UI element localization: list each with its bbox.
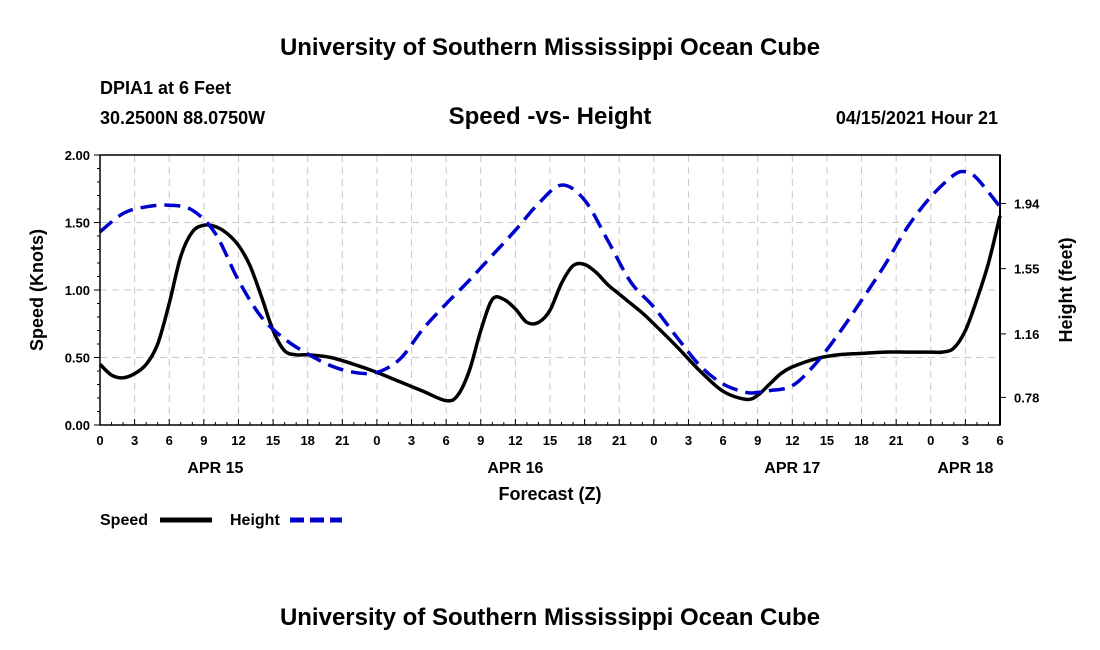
x-tick-label: 21: [335, 433, 349, 448]
legend-height-label: Height: [230, 512, 280, 529]
y2-tick-label: 1.94: [1014, 196, 1040, 211]
x-tick-label: 3: [131, 433, 138, 448]
series-layer: [98, 169, 1002, 403]
station-label: DPIA1 at 6 Feet: [100, 78, 231, 98]
legend-speed-label: Speed: [100, 512, 148, 529]
x-tick-label: 6: [166, 433, 173, 448]
x-date-label: APR 18: [937, 460, 993, 477]
x-tick-label: 0: [927, 433, 934, 448]
x-tick-label: 3: [685, 433, 692, 448]
x-tick-label: 15: [543, 433, 557, 448]
chart-title: Speed -vs- Height: [449, 103, 652, 130]
x-tick-label: 3: [962, 433, 969, 448]
axis-ticks: 0 3 6 9 12 15 18 21 0 3 6 9 12 15 18 21 0 3 6 9 12 15 18 21 0 3 6A…: [65, 148, 1040, 477]
y2-axis-label: Height (feet): [1056, 238, 1076, 343]
x-tick-label: 12: [508, 433, 522, 448]
x-tick-label: 9: [200, 433, 207, 448]
x-tick-label: 9: [477, 433, 484, 448]
station-coords: 30.2500N 88.0750W: [100, 108, 265, 128]
y-tick-label: 0.50: [65, 351, 90, 366]
y2-tick-label: 1.16: [1014, 327, 1039, 342]
top-title: University of Southern Mississippi Ocean…: [280, 34, 820, 61]
x-tick-label: 6: [719, 433, 726, 448]
x-tick-label: 0: [650, 433, 657, 448]
x-tick-label: 21: [612, 433, 626, 448]
y-tick-label: 1.00: [65, 283, 90, 298]
x-date-label: APR 15: [187, 460, 243, 477]
x-tick-label: 6: [996, 433, 1003, 448]
x-tick-label: 9: [754, 433, 761, 448]
x-axis-label: Forecast (Z): [498, 484, 601, 504]
x-tick-label: 18: [577, 433, 591, 448]
series-line-speed: [98, 215, 1002, 403]
x-tick-label: 15: [266, 433, 280, 448]
x-tick-label: 0: [96, 433, 103, 448]
grid-lines: [100, 155, 1000, 425]
x-date-label: APR 17: [764, 460, 820, 477]
x-date-label: APR 16: [487, 460, 543, 477]
y-axis-label: Speed (Knots): [27, 229, 47, 351]
legend: Speed Height: [100, 512, 342, 529]
y2-tick-label: 0.78: [1014, 390, 1039, 405]
x-tick-label: 18: [854, 433, 868, 448]
bottom-title: University of Southern Mississippi Ocean…: [280, 604, 820, 631]
y2-tick-label: 1.55: [1014, 262, 1039, 277]
x-tick-label: 12: [231, 433, 245, 448]
y-tick-label: 2.00: [65, 148, 90, 163]
x-tick-label: 21: [889, 433, 903, 448]
x-tick-label: 12: [785, 433, 799, 448]
x-tick-label: 3: [408, 433, 415, 448]
y-tick-label: 0.00: [65, 418, 90, 433]
series-line-height: [98, 169, 1002, 395]
x-tick-label: 15: [820, 433, 834, 448]
x-tick-label: 18: [300, 433, 314, 448]
x-tick-label: 6: [443, 433, 450, 448]
y-tick-label: 1.50: [65, 216, 90, 231]
forecast-date: 04/15/2021 Hour 21: [836, 108, 998, 128]
x-tick-label: 0: [373, 433, 380, 448]
